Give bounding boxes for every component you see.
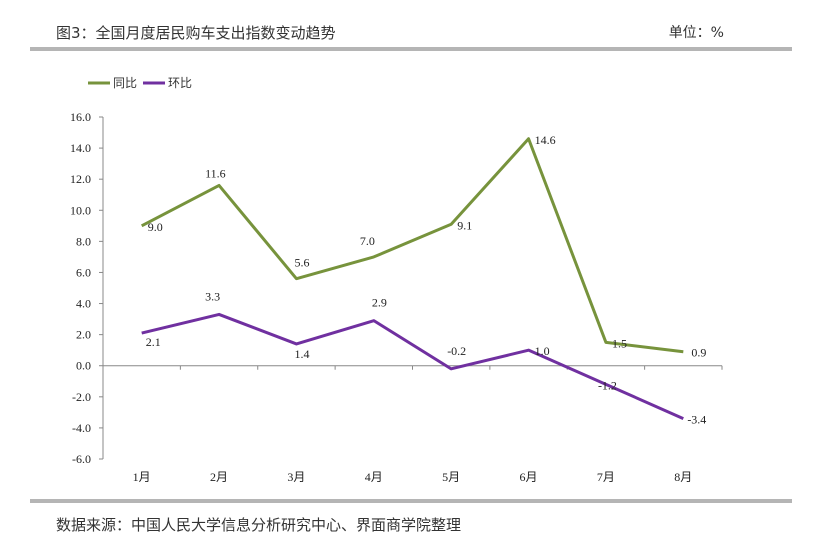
- line-chart: 同比 环比 16.0 14.0 12.0 10.0 8.0 6.0 4.0 2.0 0.0 -2.0…: [70, 76, 723, 484]
- data-label: 14.6: [535, 133, 556, 147]
- x-tick-label: 4月: [365, 470, 383, 484]
- series-line-1: [141, 312, 684, 420]
- data-label: -3.4: [687, 413, 706, 427]
- y-tick-label: 6.0: [76, 265, 91, 279]
- y-tick-label: -2.0: [72, 390, 91, 404]
- x-tick-label: 6月: [520, 470, 538, 484]
- legend-label: 环比: [168, 76, 192, 90]
- data-label: -1.2: [598, 378, 617, 392]
- x-tick-label: 5月: [442, 470, 460, 484]
- data-label: 3.3: [205, 289, 220, 303]
- y-tick-label: 2.0: [76, 328, 91, 342]
- y-axis: 16.0 14.0 12.0 10.0 8.0 6.0 4.0 2.0 0.0 -2.0 -4.0 -…: [70, 110, 104, 466]
- y-tick-label: -4.0: [72, 421, 91, 435]
- series-line-0: [140, 137, 684, 354]
- y-tick-label: 16.0: [70, 110, 91, 124]
- y-tick-label: 8.0: [76, 234, 91, 248]
- data-label: 9.0: [148, 220, 163, 234]
- x-tick-label: 3月: [287, 470, 305, 484]
- x-tick-label: 8月: [674, 470, 692, 484]
- data-label: 7.0: [360, 234, 375, 248]
- series-group: 9.0 11.6 5.6 7.0 9.1 14.6 1.5 0.9 2.1 3.3 1.4 2.9 -0…: [140, 133, 706, 427]
- bottom-divider: [30, 499, 792, 503]
- chart-title: 图3：全国月度居民购车支出指数变动趋势: [56, 24, 336, 42]
- x-tick-label: 7月: [597, 470, 615, 484]
- y-tick-label: 10.0: [70, 203, 91, 217]
- y-tick-label: 0.0: [76, 359, 91, 373]
- top-divider: [30, 47, 792, 51]
- legend: 同比 环比: [88, 76, 192, 90]
- data-label: 1.5: [612, 336, 627, 350]
- data-label: 1.0: [535, 344, 550, 358]
- data-label: -0.2: [447, 344, 466, 358]
- x-axis: 1月 2月 3月 4月 5月 6月 7月 8月: [102, 365, 723, 484]
- data-label: 11.6: [205, 166, 226, 180]
- x-tick-label: 2月: [210, 470, 228, 484]
- source-note: 数据来源：中国人民大学信息分析研究中心、界面商学院整理: [56, 516, 462, 534]
- data-label: 9.1: [457, 218, 472, 232]
- data-label: 5.6: [294, 256, 309, 270]
- legend-label: 同比: [113, 76, 137, 90]
- y-tick-label: 14.0: [70, 141, 91, 155]
- data-label: 0.9: [691, 346, 706, 360]
- data-label: 1.4: [294, 347, 309, 361]
- y-tick-label: 12.0: [70, 172, 91, 186]
- x-tick-label: 1月: [133, 470, 151, 484]
- y-tick-label: -6.0: [72, 452, 91, 466]
- y-tick-label: 4.0: [76, 297, 91, 311]
- data-label: 2.1: [146, 335, 161, 349]
- unit-label: 单位：%: [668, 25, 724, 41]
- data-label: 2.9: [372, 296, 387, 310]
